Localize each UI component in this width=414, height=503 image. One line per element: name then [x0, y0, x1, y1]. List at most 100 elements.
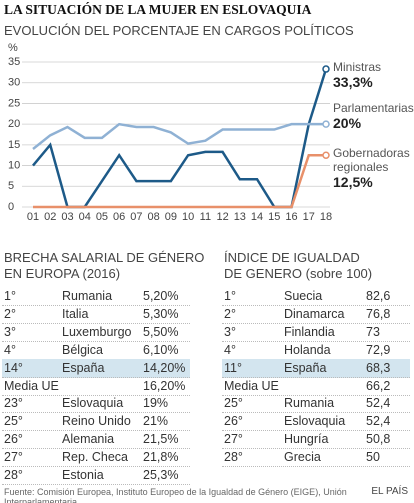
table-cell: 21,5%: [143, 432, 179, 447]
table-row: 3° Finlandia 73: [222, 323, 410, 342]
table-row: 26° Alemania 21,5%: [2, 430, 190, 450]
table-cell: Suecia: [284, 289, 323, 303]
table-cell: 5,30%: [143, 306, 179, 321]
title: LA SITUACIÓN DE LA MUJER EN ESLOVAQUIA: [4, 2, 312, 17]
table-cell: Bélgica: [62, 342, 103, 357]
table-cell: 72,9: [366, 342, 391, 357]
table-cell: 19%: [143, 396, 169, 411]
x-tick-label: 06: [113, 211, 125, 223]
x-tick-label: 04: [79, 211, 91, 223]
line: [32, 122, 326, 150]
x-tick-label: 10: [182, 211, 194, 223]
table-row: 3° Luxemburgo 5,50%: [2, 323, 190, 342]
table-cell: 1°: [4, 289, 16, 303]
y-tick-label: 10: [8, 159, 20, 171]
value-label: 20%: [333, 115, 362, 131]
table-cell: 5,50%: [143, 324, 179, 339]
table-title: BRECHA SALARIAL DE GÉNERO: [4, 250, 205, 265]
table-title: ÍNDICE DE IGUALDAD: [224, 250, 360, 265]
x-tick-label: 11: [200, 211, 211, 223]
source: Fuente: Comisión Europea, Instituto Euro…: [4, 487, 347, 503]
table-cell: 27°: [224, 432, 243, 447]
table-cell: 50,8: [366, 432, 391, 447]
legend-name: Ministras: [333, 60, 382, 74]
value-label: 33,3%: [333, 74, 373, 90]
x-tick-label: 09: [165, 211, 177, 223]
table-cell: 52,4: [366, 414, 391, 429]
table-cell: Luxemburgo: [62, 324, 132, 339]
table-cell: 6,10%: [143, 342, 179, 357]
table-row: 11° España 68,3: [222, 358, 410, 378]
x-tick-label: 03: [61, 211, 73, 223]
line: [33, 153, 326, 209]
table-cell: 23°: [4, 396, 23, 411]
table-cell: Finlandia: [284, 324, 335, 339]
table-cell: 3°: [4, 324, 16, 339]
table-cell: 4°: [224, 342, 236, 357]
end-point: [322, 65, 330, 73]
legend-label: Ministras 33,3%: [333, 60, 413, 91]
y-tick-label: 15: [8, 139, 20, 151]
end-point: [322, 151, 330, 159]
x-tick-label: 02: [44, 211, 56, 223]
x-tick-label: 16: [285, 211, 297, 223]
table-row: 4° Holanda 72,9: [222, 341, 410, 360]
table-row: Media UE 66,2: [222, 377, 410, 396]
x-tick-label: 13: [234, 211, 246, 223]
table-cell: 28°: [224, 450, 243, 465]
y-tick-label: 20: [8, 118, 20, 130]
table-cell: 52,4: [366, 396, 391, 411]
table-cell: Rumania: [62, 289, 113, 303]
x-tick-label: 05: [96, 211, 108, 223]
table-cell: 25,3%: [143, 468, 179, 482]
table-row: 1° Suecia 82,6: [222, 287, 410, 306]
legend-label: Gobernadoras regionales 12,5%: [333, 146, 413, 191]
table-row: 25° Rumania 52,4: [222, 394, 410, 414]
x-tick-label: 07: [130, 211, 142, 223]
table-cell: 66,2: [366, 378, 391, 393]
y-tick-label: 25: [8, 97, 20, 109]
table-cell: Eslovaquia: [62, 396, 124, 411]
table-title: EN EUROPA (2016): [4, 266, 121, 281]
table-cell: 26°: [4, 432, 23, 447]
table-cell: Media UE: [224, 378, 279, 393]
y-tick-label: 5: [8, 180, 14, 192]
x-tick-label: 08: [148, 211, 160, 223]
table-row: 25° Reino Unido 21%: [2, 412, 190, 432]
y-tick-label: 30: [8, 77, 20, 89]
table-cell: 82,6: [366, 289, 391, 303]
table-row: 26° Eslovaquia 52,4: [222, 412, 410, 432]
table-cell: 27°: [4, 450, 23, 465]
x-tick-label: 15: [268, 211, 280, 223]
table-cell: Eslovaquia: [284, 414, 346, 429]
table-row: 2° Dinamarca 76,8: [222, 305, 410, 324]
table-title: DE GENERO (sobre 100): [224, 266, 373, 281]
table-cell: 26°: [224, 414, 243, 429]
y-axis-label: %: [8, 42, 18, 54]
table-cell: 21,8%: [143, 450, 179, 465]
table-row: 28° Grecia 50: [222, 448, 410, 468]
table-cell: 73: [366, 324, 380, 339]
table-row: Media UE 16,20%: [2, 377, 190, 396]
table-cell: Media UE: [4, 378, 59, 393]
table-cell: Dinamarca: [284, 306, 345, 321]
table-cell: 50: [366, 450, 380, 465]
table-row: 27° Hungría 50,8: [222, 430, 410, 450]
legend-label: Parlamentarias 20%: [333, 101, 414, 132]
table-cell: 4°: [4, 342, 16, 357]
table-cell: 11°: [224, 360, 242, 375]
table-cell: 1°: [224, 289, 236, 303]
chart-title: EVOLUCIÓN DEL PORCENTAJE EN CARGOS POLÍT…: [4, 23, 354, 38]
table-cell: Reino Unido: [62, 414, 131, 429]
end-point: [322, 120, 330, 128]
table-cell: 14,20%: [143, 360, 186, 375]
table-cell: Estonia: [62, 468, 104, 482]
x-tick-label: 12: [216, 211, 228, 223]
x-tick-label: 01: [27, 211, 39, 223]
table-cell: 76,8: [366, 306, 391, 321]
legend-name: Parlamentarias: [333, 101, 414, 115]
legend-name: Gobernadoras regionales: [333, 146, 410, 174]
table-cell: Rep. Checa: [62, 450, 129, 465]
